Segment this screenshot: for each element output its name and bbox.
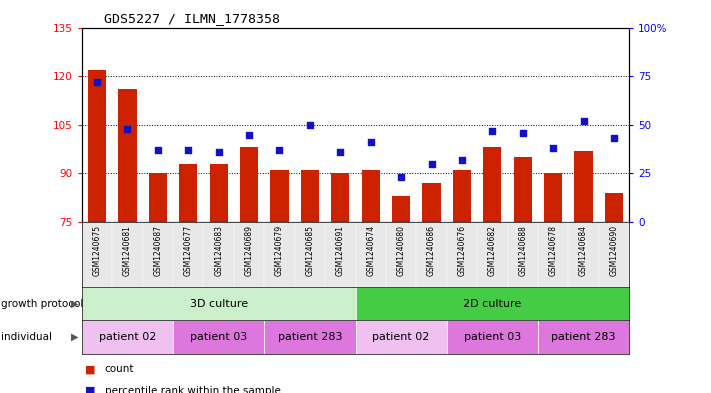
Bar — [599, 222, 629, 287]
Text: patient 03: patient 03 — [190, 332, 247, 342]
Point — [304, 121, 316, 128]
Bar — [513, 157, 532, 222]
Text: GSM1240691: GSM1240691 — [336, 225, 345, 276]
Bar — [325, 222, 356, 287]
Bar — [453, 170, 471, 222]
Bar — [82, 287, 356, 320]
Text: GSM1240682: GSM1240682 — [488, 225, 497, 276]
Text: ▶: ▶ — [70, 299, 78, 309]
Bar — [149, 173, 167, 222]
Bar — [143, 222, 173, 287]
Text: GSM1240680: GSM1240680 — [397, 225, 405, 276]
Bar — [417, 222, 447, 287]
Text: growth protocol: growth protocol — [1, 299, 84, 309]
Point — [486, 127, 498, 134]
Text: patient 283: patient 283 — [551, 332, 616, 342]
Point — [609, 135, 620, 141]
Bar — [605, 193, 623, 222]
Text: percentile rank within the sample: percentile rank within the sample — [105, 386, 280, 393]
Text: patient 03: patient 03 — [464, 332, 521, 342]
Text: GSM1240684: GSM1240684 — [579, 225, 588, 276]
Bar — [386, 222, 417, 287]
Text: GSM1240690: GSM1240690 — [609, 225, 619, 276]
Bar — [392, 196, 410, 222]
Bar — [270, 170, 289, 222]
Bar — [331, 173, 349, 222]
Bar — [356, 320, 447, 354]
Text: ■: ■ — [85, 386, 96, 393]
Bar — [447, 222, 477, 287]
Text: GSM1240687: GSM1240687 — [154, 225, 162, 276]
Bar — [301, 170, 319, 222]
Point — [122, 125, 133, 132]
Bar — [179, 163, 198, 222]
Bar — [173, 222, 203, 287]
Text: 2D culture: 2D culture — [464, 299, 521, 309]
Text: GSM1240681: GSM1240681 — [123, 225, 132, 276]
Point — [456, 157, 468, 163]
Bar — [538, 222, 568, 287]
Text: GSM1240685: GSM1240685 — [306, 225, 314, 276]
Text: patient 283: patient 283 — [277, 332, 342, 342]
Bar — [82, 320, 173, 354]
Bar — [362, 170, 380, 222]
Point — [213, 149, 225, 155]
Point — [183, 147, 194, 153]
Text: count: count — [105, 364, 134, 375]
Text: GSM1240679: GSM1240679 — [275, 225, 284, 276]
Bar — [210, 163, 228, 222]
Text: GSM1240678: GSM1240678 — [549, 225, 557, 276]
Point — [365, 139, 376, 145]
Bar — [483, 147, 501, 222]
Bar — [234, 222, 264, 287]
Text: GSM1240674: GSM1240674 — [366, 225, 375, 276]
Text: individual: individual — [1, 332, 53, 342]
Bar — [508, 222, 538, 287]
Point — [547, 145, 559, 151]
Bar — [173, 320, 264, 354]
Text: GSM1240689: GSM1240689 — [245, 225, 254, 276]
Bar — [118, 89, 137, 222]
Bar — [82, 222, 112, 287]
Text: 3D culture: 3D culture — [190, 299, 247, 309]
Bar — [240, 147, 258, 222]
Text: GSM1240675: GSM1240675 — [92, 225, 102, 276]
Bar — [574, 151, 593, 222]
Bar — [544, 173, 562, 222]
Point — [91, 79, 102, 85]
Bar — [88, 70, 106, 222]
Point — [274, 147, 285, 153]
Bar — [356, 222, 386, 287]
Point — [578, 118, 589, 124]
Point — [335, 149, 346, 155]
Bar — [477, 222, 508, 287]
Point — [243, 131, 255, 138]
Bar — [568, 222, 599, 287]
Text: ▶: ▶ — [70, 332, 78, 342]
Bar — [294, 222, 325, 287]
Bar — [203, 222, 234, 287]
Point — [426, 160, 437, 167]
Bar — [356, 287, 629, 320]
Text: GSM1240683: GSM1240683 — [214, 225, 223, 276]
Bar — [112, 222, 143, 287]
Text: patient 02: patient 02 — [99, 332, 156, 342]
Bar — [264, 222, 294, 287]
Bar — [422, 183, 441, 222]
Text: GSM1240688: GSM1240688 — [518, 225, 528, 276]
Text: patient 02: patient 02 — [373, 332, 430, 342]
Text: GSM1240677: GSM1240677 — [183, 225, 193, 276]
Bar — [538, 320, 629, 354]
Text: GDS5227 / ILMN_1778358: GDS5227 / ILMN_1778358 — [104, 12, 279, 25]
Text: GSM1240676: GSM1240676 — [457, 225, 466, 276]
Point — [152, 147, 164, 153]
Bar — [447, 320, 538, 354]
Text: GSM1240686: GSM1240686 — [427, 225, 436, 276]
Text: ■: ■ — [85, 364, 96, 375]
Point — [517, 129, 528, 136]
Bar — [264, 320, 356, 354]
Point — [395, 174, 407, 180]
